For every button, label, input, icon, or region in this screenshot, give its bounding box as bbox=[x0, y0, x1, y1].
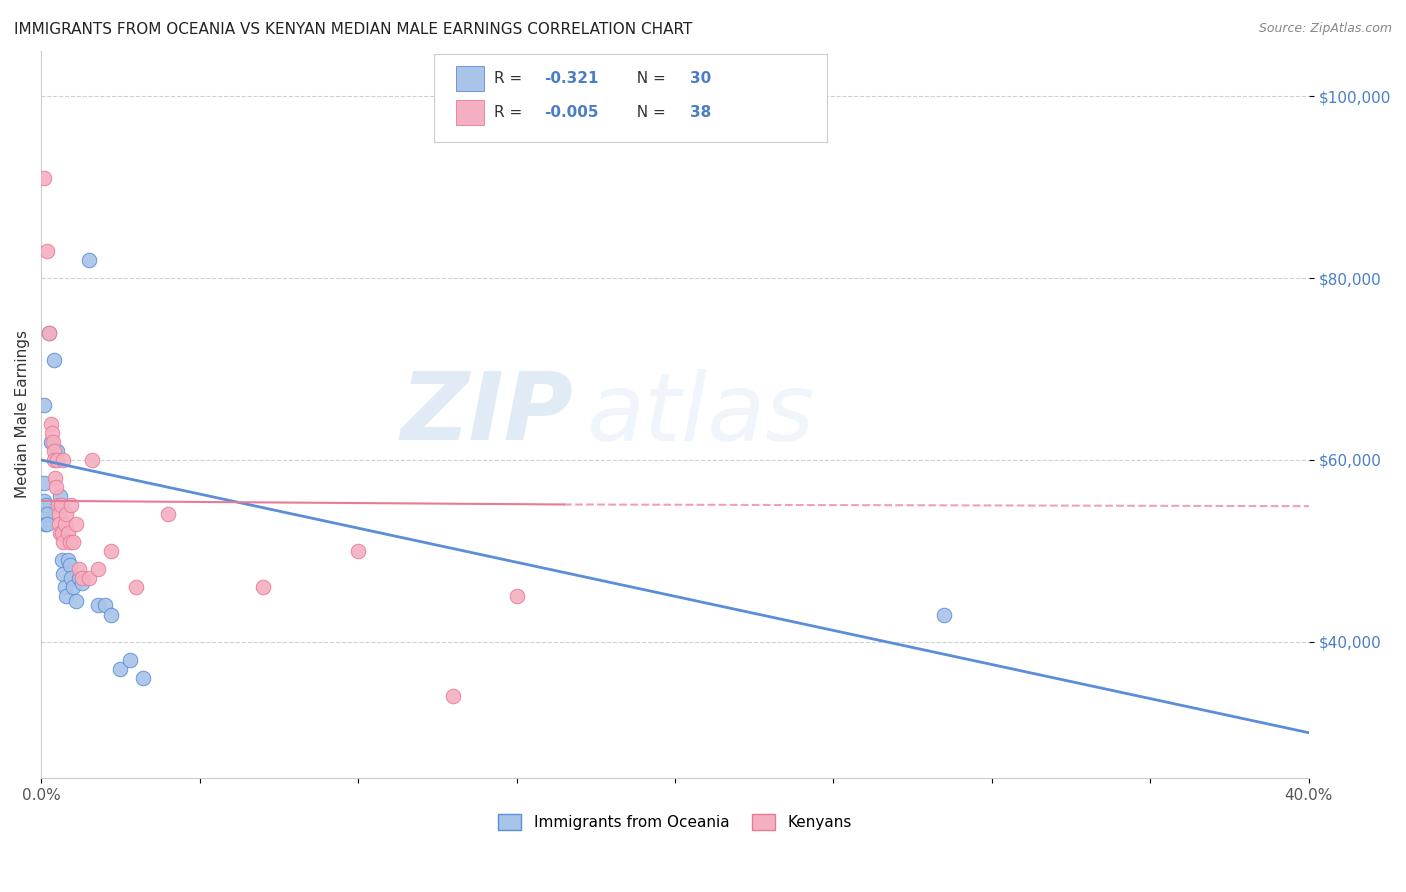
Point bbox=[42, 443, 65, 458]
Point bbox=[125, 580, 148, 594]
Point bbox=[32, 475, 55, 490]
Point bbox=[32, 508, 55, 522]
Point bbox=[77, 252, 100, 267]
FancyBboxPatch shape bbox=[456, 100, 484, 125]
Point bbox=[35, 508, 58, 522]
Point bbox=[55, 508, 77, 522]
Point bbox=[118, 653, 141, 667]
Point bbox=[131, 671, 153, 685]
Point bbox=[42, 434, 65, 449]
Point bbox=[60, 571, 83, 585]
Point bbox=[67, 562, 90, 576]
Point bbox=[46, 443, 69, 458]
Point bbox=[934, 607, 956, 622]
Text: -0.005: -0.005 bbox=[544, 105, 599, 120]
Point bbox=[52, 534, 75, 549]
Text: ZIP: ZIP bbox=[401, 368, 574, 460]
Point bbox=[72, 571, 94, 585]
Point bbox=[56, 553, 79, 567]
Point bbox=[67, 571, 90, 585]
Point bbox=[52, 453, 75, 467]
Point bbox=[37, 244, 59, 258]
Text: N =: N = bbox=[627, 105, 671, 120]
Point bbox=[55, 590, 77, 604]
Point bbox=[59, 558, 82, 572]
Text: -0.321: -0.321 bbox=[544, 70, 599, 86]
Point bbox=[347, 544, 370, 558]
Point bbox=[80, 453, 103, 467]
Point bbox=[34, 516, 56, 531]
Point bbox=[156, 508, 179, 522]
Point bbox=[62, 580, 84, 594]
Point bbox=[65, 594, 87, 608]
Point bbox=[441, 690, 464, 704]
Point bbox=[53, 516, 76, 531]
Text: IMMIGRANTS FROM OCEANIA VS KENYAN MEDIAN MALE EARNINGS CORRELATION CHART: IMMIGRANTS FROM OCEANIA VS KENYAN MEDIAN… bbox=[14, 22, 692, 37]
Point bbox=[37, 516, 59, 531]
Point bbox=[32, 398, 55, 412]
Point bbox=[41, 425, 63, 440]
Text: Source: ZipAtlas.com: Source: ZipAtlas.com bbox=[1258, 22, 1392, 36]
Point bbox=[72, 575, 94, 590]
Point bbox=[505, 590, 527, 604]
Point bbox=[51, 525, 73, 540]
Point bbox=[51, 553, 73, 567]
Point bbox=[65, 516, 87, 531]
Point bbox=[48, 508, 70, 522]
Point bbox=[48, 516, 70, 531]
FancyBboxPatch shape bbox=[434, 54, 827, 142]
Point bbox=[39, 417, 62, 431]
Point bbox=[49, 525, 72, 540]
Point bbox=[49, 489, 72, 503]
Point bbox=[45, 480, 67, 494]
Point bbox=[52, 566, 75, 581]
Point bbox=[38, 326, 60, 340]
Point bbox=[62, 534, 84, 549]
Text: 38: 38 bbox=[690, 105, 711, 120]
Y-axis label: Median Male Earnings: Median Male Earnings bbox=[15, 330, 30, 499]
Text: R =: R = bbox=[494, 70, 527, 86]
Point bbox=[46, 453, 69, 467]
Point bbox=[77, 571, 100, 585]
Point bbox=[39, 434, 62, 449]
Text: N =: N = bbox=[627, 70, 671, 86]
Point bbox=[44, 453, 66, 467]
Text: 30: 30 bbox=[690, 70, 711, 86]
Point bbox=[42, 352, 65, 367]
Point bbox=[93, 599, 115, 613]
Point bbox=[56, 525, 79, 540]
Point bbox=[100, 544, 122, 558]
FancyBboxPatch shape bbox=[456, 66, 484, 91]
Text: R =: R = bbox=[494, 105, 527, 120]
Point bbox=[35, 499, 58, 513]
Point bbox=[38, 326, 60, 340]
Point bbox=[53, 580, 76, 594]
Point bbox=[32, 493, 55, 508]
Point bbox=[32, 171, 55, 186]
Point bbox=[100, 607, 122, 622]
Point bbox=[252, 580, 274, 594]
Point bbox=[59, 534, 82, 549]
Legend: Immigrants from Oceania, Kenyans: Immigrants from Oceania, Kenyans bbox=[492, 808, 858, 836]
Text: atlas: atlas bbox=[586, 369, 814, 460]
Point bbox=[46, 499, 69, 513]
Point bbox=[44, 471, 66, 485]
Point bbox=[87, 562, 110, 576]
Point bbox=[87, 599, 110, 613]
Point bbox=[110, 662, 132, 676]
Point bbox=[49, 499, 72, 513]
Point bbox=[60, 499, 83, 513]
